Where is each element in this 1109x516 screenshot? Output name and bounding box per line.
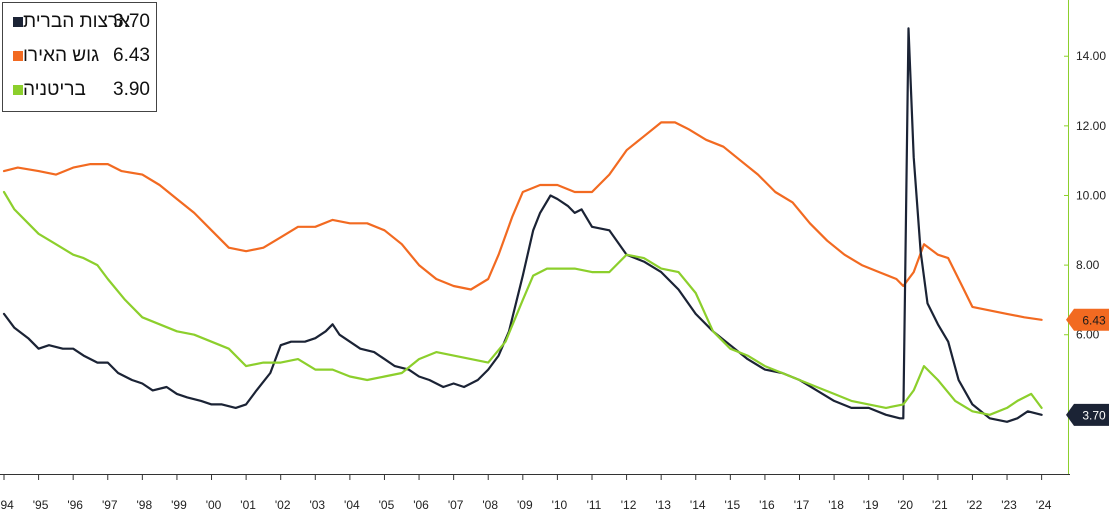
x-tick-label: '03 — [309, 498, 325, 512]
series-layer — [2, 27, 1043, 423]
value-tag-label-eurozone: 6.43 — [1082, 313, 1106, 327]
legend-item-eurozone: גוש האירו 6.43 — [9, 43, 154, 69]
x-tick-label: '11 — [587, 498, 602, 512]
x-tick-label: '23 — [1001, 498, 1017, 512]
x-tick-label: '04 — [344, 498, 360, 512]
x-tick-label: '16 — [759, 498, 775, 512]
x-tick-label: '13 — [655, 498, 671, 512]
x-tick-label: '14 — [690, 498, 706, 512]
legend-label-eurozone: גוש האירו — [23, 45, 100, 66]
x-tick-label: '08 — [482, 498, 498, 512]
x-axis: '94 '95 '96 '97 '98 '99 '00 '01 '02 '03 '04 '05 '06 '… — [0, 474, 1052, 512]
x-tick-label: '96 — [67, 498, 83, 512]
value-tag-us — [1066, 403, 1109, 426]
legend-item-uk: בריטניה 3.90 — [9, 77, 154, 103]
last-value-tags: 6.43 3.70 — [1066, 308, 1109, 426]
x-tick-label: '15 — [725, 498, 741, 512]
x-tick-label: '21 — [932, 498, 948, 512]
x-tick-label: '10 — [552, 498, 568, 512]
legend-value-uk: 3.90 — [113, 79, 150, 100]
y-tick-label: 14.00 — [1076, 49, 1106, 63]
y-axis: 6.00 8.00 10.00 12.00 14.00 — [1064, 49, 1106, 342]
x-tick-label: '02 — [275, 498, 291, 512]
legend-swatch-us — [13, 17, 23, 27]
x-tick-label: '19 — [863, 498, 879, 512]
x-tick-label: '97 — [102, 498, 118, 512]
x-tick-label: '22 — [967, 498, 983, 512]
series-line-uk — [2, 190, 1043, 416]
series-line-us — [2, 27, 1043, 423]
y-tick-label: 10.00 — [1076, 188, 1106, 202]
x-tick-label: '07 — [448, 498, 464, 512]
legend-swatch-eurozone — [13, 51, 23, 61]
legend-label-uk: בריטניה — [23, 79, 86, 100]
x-tick-label: '20 — [897, 498, 913, 512]
y-tick-label: 12.00 — [1076, 119, 1106, 133]
x-tick-label: '94 — [0, 498, 14, 512]
x-tick-label: '06 — [413, 498, 429, 512]
x-tick-label: '95 — [33, 498, 49, 512]
legend-item-us: ארצות הברית 3.70 — [9, 9, 154, 35]
series-line-eurozone — [2, 121, 1043, 321]
value-tag-eurozone — [1066, 308, 1109, 331]
x-tick-label: '05 — [379, 498, 395, 512]
legend-value-us: 3.70 — [113, 11, 150, 32]
legend-value-eurozone: 6.43 — [113, 45, 150, 66]
x-tick-label: '09 — [517, 498, 533, 512]
value-tag-label-us: 3.70 — [1082, 408, 1106, 422]
legend-label-us: ארצות הברית — [23, 11, 131, 32]
legend-swatch-uk — [13, 85, 23, 95]
legend: ארצות הברית 3.70 גוש האירו 6.43 בריטניה … — [2, 2, 157, 112]
x-tick-label: '12 — [621, 498, 637, 512]
y-tick-label: 6.00 — [1076, 328, 1100, 342]
x-tick-label: '18 — [828, 498, 844, 512]
x-tick-label: '99 — [171, 498, 187, 512]
x-tick-label: '98 — [137, 498, 153, 512]
x-tick-label: '17 — [794, 498, 810, 512]
x-tick-label: '01 — [240, 498, 256, 512]
x-tick-label: '00 — [206, 498, 222, 512]
x-tick-label: '24 — [1036, 498, 1052, 512]
y-tick-label: 8.00 — [1076, 258, 1100, 272]
